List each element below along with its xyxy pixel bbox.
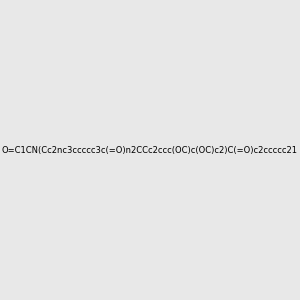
Text: O=C1CN(Cc2nc3ccccc3c(=O)n2CCc2ccc(OC)c(OC)c2)C(=O)c2ccccc21: O=C1CN(Cc2nc3ccccc3c(=O)n2CCc2ccc(OC)c(O… [2,146,298,154]
